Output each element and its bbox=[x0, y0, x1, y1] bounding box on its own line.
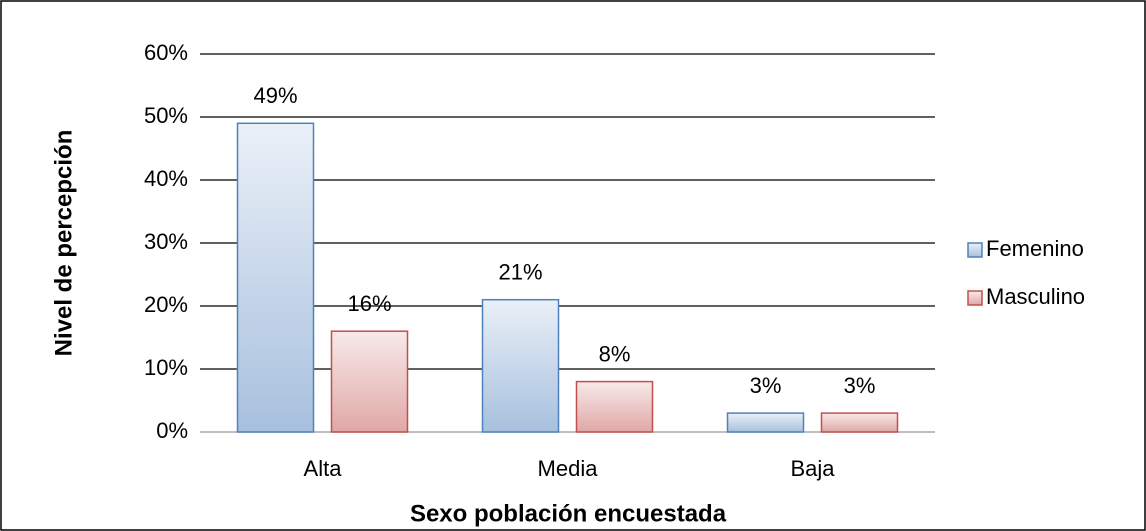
data-label: 3% bbox=[750, 373, 782, 398]
bar bbox=[820, 412, 899, 433]
y-tick-label: 0% bbox=[156, 418, 188, 443]
legend-label: Masculino bbox=[986, 284, 1085, 309]
data-label: 49% bbox=[253, 83, 297, 108]
data-label: 8% bbox=[599, 341, 631, 366]
legend-swatch bbox=[967, 242, 983, 258]
bar bbox=[575, 380, 654, 433]
x-tick-label: Alta bbox=[304, 456, 343, 481]
x-axis-title: Sexo población encuestada bbox=[410, 500, 727, 527]
x-tick-label: Baja bbox=[790, 456, 835, 481]
legend-swatch bbox=[967, 290, 983, 306]
data-label: 21% bbox=[498, 260, 542, 285]
x-tick-label: Media bbox=[538, 456, 599, 481]
y-tick-label: 30% bbox=[144, 229, 188, 254]
data-label: 3% bbox=[844, 373, 876, 398]
bar bbox=[481, 298, 560, 433]
bar bbox=[726, 412, 805, 433]
y-axis-title: Nivel de percepción bbox=[50, 130, 77, 357]
y-tick-label: 20% bbox=[144, 292, 188, 317]
bar bbox=[236, 122, 315, 433]
y-tick-label: 60% bbox=[144, 40, 188, 65]
bar bbox=[330, 330, 409, 433]
y-tick-label: 50% bbox=[144, 103, 188, 128]
y-tick-label: 40% bbox=[144, 166, 188, 191]
legend-label: Femenino bbox=[986, 236, 1084, 261]
data-label: 16% bbox=[347, 291, 391, 316]
y-tick-label: 10% bbox=[144, 355, 188, 380]
